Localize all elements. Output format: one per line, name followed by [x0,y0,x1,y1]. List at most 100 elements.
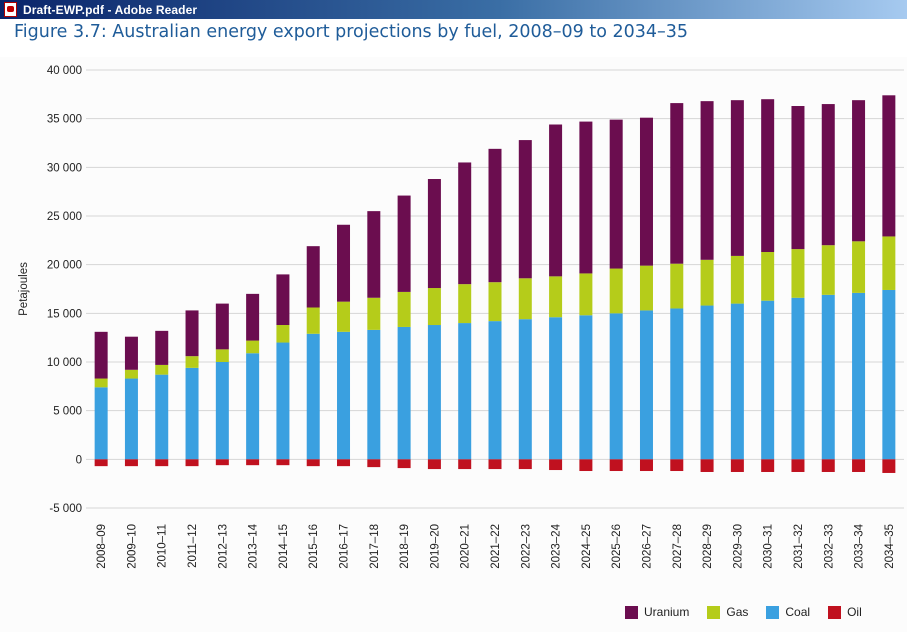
bar-gas [397,291,411,327]
bar-gas [882,236,896,290]
x-tick-label: 2032–33 [823,524,835,569]
bar-coal [185,367,199,460]
bar-coal [155,374,169,460]
bar-gas [609,268,623,314]
bar-coal [246,353,260,460]
bar-gas [124,369,138,379]
bar-coal [730,303,744,460]
y-tick-label: 40 000 [47,65,82,77]
bar-gas [427,288,441,326]
bar-coal [852,292,866,460]
bar-uranium [670,103,684,264]
bar-coal [215,362,229,460]
bar-gas [246,340,260,354]
x-tick-label: 2010–11 [157,524,169,568]
x-tick-label: 2019–20 [429,524,441,569]
bar-coal [670,308,684,460]
bar-oil [488,459,502,470]
y-tick-label: 0 [76,454,82,466]
y-tick-label: 15 000 [47,308,82,320]
bar-uranium [94,331,108,379]
x-tick-label: 2027–28 [672,524,684,569]
bar-gas [337,301,351,332]
x-tick-label: 2033–34 [854,523,866,568]
window-titlebar: Draft-EWP.pdf - Adobe Reader [0,0,907,19]
bar-gas [488,282,502,322]
bar-uranium [761,99,775,253]
x-tick-label: 2023–24 [551,523,563,568]
bar-gas [155,364,169,375]
bar-coal [700,305,714,460]
legend-swatch [707,605,721,619]
x-tick-label: 2008–09 [96,524,108,569]
legend-label: Uranium [644,605,690,619]
y-tick-label: 30 000 [47,162,82,174]
bar-oil [276,459,290,466]
bar-uranium [730,100,744,256]
bar-gas [791,249,805,298]
x-tick-label: 2011–12 [187,524,199,568]
bar-coal [761,300,775,460]
legend-swatch [766,605,780,619]
legend-swatch [625,605,638,619]
x-tick-label: 2013–14 [248,523,260,568]
bar-oil [185,459,199,467]
window-title: Draft-EWP.pdf - Adobe Reader [23,2,198,17]
bar-coal [397,326,411,460]
bar-coal [276,342,290,460]
bar-coal [124,378,138,460]
bar-oil [306,459,320,467]
bar-gas [215,349,229,362]
bar-oil [791,459,805,472]
stacked-bar-chart: -5 000 0 5 000 10 000 15 000 20 000 25 000 30 0… [18,65,904,569]
bar-coal [882,289,896,460]
bar-coal [579,315,593,460]
bar-coal [821,294,835,460]
bar-oil [609,459,623,472]
bar-oil [124,459,138,467]
y-tick-label: 5 000 [53,406,82,418]
legend-item-gas: Gas [707,605,748,619]
x-tick-label: 2022–23 [520,524,532,569]
bar-oil [579,459,593,472]
bar-coal [609,313,623,460]
x-tick-label: 2017–18 [369,524,381,569]
bar-gas [276,325,290,343]
bar-uranium [488,148,502,283]
bar-gas [700,259,714,306]
legend-label: Oil [847,605,862,619]
bar-uranium [791,106,805,250]
bar-uranium [700,101,714,260]
bar-coal [367,329,381,460]
bar-coal [337,331,351,460]
y-tick-label: 20 000 [47,260,82,272]
bar-oil [458,459,472,470]
bar-uranium [215,303,229,350]
bar-uranium [639,117,653,266]
bar-coal [427,325,441,460]
bar-gas [821,245,835,295]
bar-coal [458,323,472,460]
bar-gas [579,273,593,316]
bar-oil [94,459,108,467]
legend-item-coal: Coal [766,605,810,619]
bar-uranium [367,211,381,298]
bar-gas [518,278,532,320]
y-tick-label: 35 000 [47,114,82,126]
bar-gas [761,252,775,301]
bar-oil [761,459,775,472]
bar-oil [427,459,441,470]
bar-gas [639,265,653,311]
bar-uranium [852,100,866,242]
bar-oil [639,459,653,472]
bar-uranium [549,124,563,277]
bar-oil [700,459,714,472]
bar-coal [306,333,320,460]
bar-coal [94,387,108,460]
bar-oil [882,459,896,473]
bar-uranium [458,162,472,285]
x-tick-label: 2016–17 [339,524,351,569]
bar-coal [791,297,805,460]
bar-gas [549,276,563,318]
figure-title: Figure 3.7: Australian energy export pro… [14,22,689,42]
